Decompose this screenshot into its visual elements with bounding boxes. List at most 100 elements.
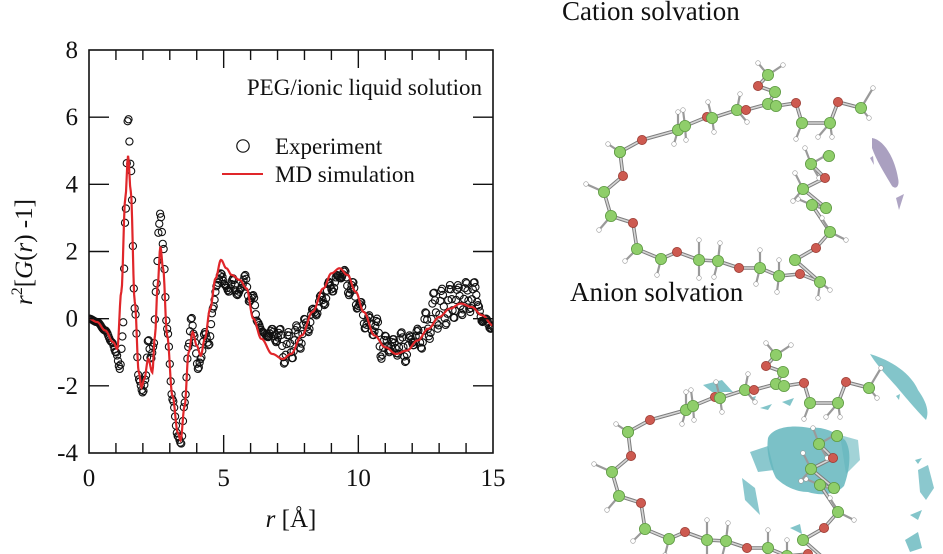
experiment-point <box>474 302 484 311</box>
carbon-atom <box>739 383 752 396</box>
x-tick-label: 10 <box>346 465 371 492</box>
carbon-atom <box>639 523 652 536</box>
experiment-point <box>410 337 419 346</box>
oxygen-atom <box>791 98 802 109</box>
hydrogen-atom <box>630 538 636 544</box>
x-tick-label: 15 <box>481 465 506 492</box>
experiment-point <box>334 272 343 281</box>
experiment-point <box>205 340 214 349</box>
oxygen-atom <box>628 217 639 228</box>
carbon-atom <box>770 348 783 361</box>
y-tick-label: 0 <box>66 306 79 333</box>
oxygen-atom <box>741 105 752 116</box>
experiment-point <box>241 270 250 280</box>
hydrogen-atom <box>753 281 759 287</box>
cation-solvation-title: Cation solvation <box>562 0 740 26</box>
hydrogen-atom <box>711 274 717 280</box>
carbon-atom <box>762 69 775 82</box>
carbon-atom <box>655 252 668 265</box>
experiment-point <box>188 321 197 330</box>
carbon-atom <box>622 425 635 438</box>
legend-marker-experiment <box>236 139 250 153</box>
oxygen-atom <box>626 450 637 461</box>
experiment-point <box>463 286 472 295</box>
carbon-atom <box>777 365 790 378</box>
experiment-point <box>414 326 423 335</box>
carbon-atom <box>598 185 611 198</box>
cation-isosurface-fragment <box>870 156 874 165</box>
experiment-point <box>204 341 213 350</box>
hydrogen-atom <box>654 272 660 278</box>
experiment-point <box>330 278 340 287</box>
hydrogen-atom <box>815 295 821 301</box>
oxygen-atom <box>795 268 806 279</box>
carbon-atom <box>631 242 644 255</box>
hydrogen-atom <box>752 399 758 405</box>
cation-isosurface-fragment <box>896 194 904 210</box>
hydrogen-atom <box>604 507 610 513</box>
carbon-atom <box>796 117 809 130</box>
hydrogen-atom <box>837 414 843 420</box>
experiment-point <box>321 299 330 309</box>
experiment-point <box>242 274 251 283</box>
hydrogen-atom <box>823 414 829 420</box>
carbon-atom <box>613 489 626 502</box>
experiment-point <box>401 356 411 366</box>
carbon-atom <box>706 112 719 125</box>
hydrogen-atom <box>827 495 833 501</box>
experiment-point <box>158 239 167 249</box>
experiment-point <box>470 278 479 287</box>
oxygen-atom <box>799 377 810 388</box>
hydrogen-atom <box>784 537 790 543</box>
hydrogen-atom <box>688 387 694 393</box>
hydrogen-atom <box>583 181 589 187</box>
carbon-atom <box>805 157 818 170</box>
hydrogen-atom <box>675 109 681 115</box>
bond-highlight <box>649 409 687 421</box>
y-tick-label: 4 <box>66 171 79 198</box>
experiment-point <box>157 227 167 237</box>
experiment-point <box>397 328 406 337</box>
experiment-point <box>425 334 434 343</box>
carbon-atom <box>828 481 841 494</box>
experiment-point <box>405 331 414 340</box>
hydrogen-atom <box>745 371 751 377</box>
hydrogen-atom <box>802 145 808 151</box>
experiment-point <box>422 315 432 324</box>
carbon-atom <box>712 254 725 267</box>
experiment-point <box>155 209 165 218</box>
experiment-point <box>261 330 270 339</box>
experiment-point <box>107 338 116 347</box>
oxygen-atom <box>803 549 813 554</box>
carbon-atom <box>824 225 837 238</box>
hydrogen-atom <box>798 478 804 484</box>
experiment-point <box>219 276 228 286</box>
experiment-point <box>454 283 463 292</box>
hydrogen-atom <box>757 247 763 253</box>
anion-solvation-title: Anion solvation <box>570 277 744 307</box>
experiment-point <box>125 137 134 146</box>
hydrogen-atom <box>613 421 619 427</box>
carbon-atom <box>804 396 817 409</box>
carbon-atom <box>832 505 845 518</box>
y-tick-label: 8 <box>66 37 79 64</box>
carbon-atom <box>663 533 676 546</box>
experiment-point <box>277 330 286 340</box>
experiment-point <box>394 343 404 352</box>
hydrogen-atom <box>704 517 710 523</box>
hydrogen-atom <box>878 365 884 371</box>
experiment-point <box>195 358 204 367</box>
experiment-point <box>416 343 426 352</box>
hydrogen-atom <box>874 395 880 401</box>
carbon-atom <box>814 478 827 491</box>
hydrogen-atom <box>792 170 798 176</box>
annotation-label: PEG/ionic liquid solution <box>247 75 483 100</box>
experiment-point <box>296 344 305 353</box>
cation-isosurface <box>872 138 899 188</box>
experiment-point <box>274 328 283 338</box>
experiment-point <box>138 388 147 397</box>
carbon-atom <box>701 534 714 547</box>
oxygen-atom <box>761 360 772 371</box>
hydrogen-atom <box>744 119 750 125</box>
